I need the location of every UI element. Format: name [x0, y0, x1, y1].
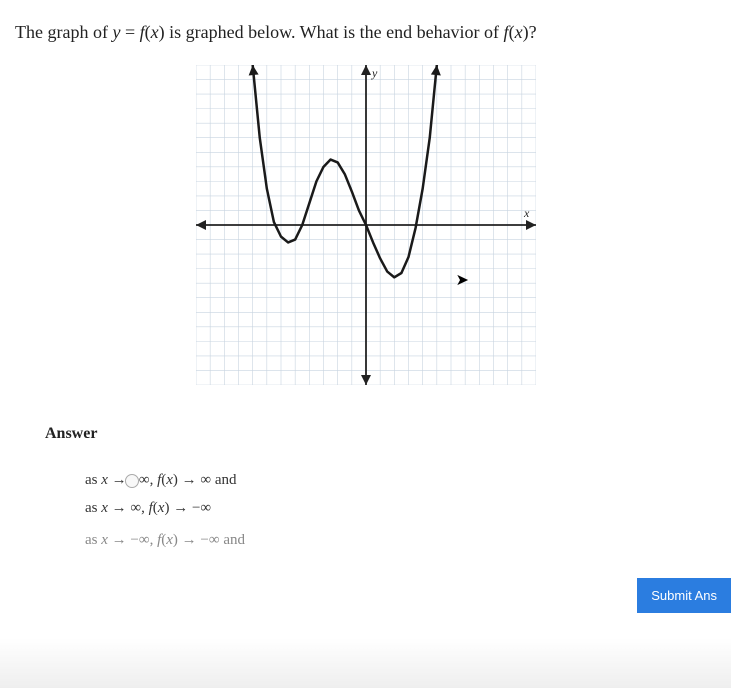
question-area: The graph of y = f(x) is graphed below. … [0, 0, 731, 688]
question-equation: y [112, 22, 120, 42]
svg-text:x: x [523, 206, 530, 220]
graph-svg: yx [196, 65, 536, 385]
question-suffix: ? [529, 22, 537, 42]
submit-button[interactable]: Submit Ans [637, 578, 731, 613]
question-func: f [504, 22, 509, 42]
graph-box: yx ➤ [196, 65, 536, 385]
answer-label: Answer [45, 425, 716, 443]
svg-text:y: y [371, 66, 378, 80]
answer-options: as x → −∞, f(x) → ∞ and as x → ∞, f(x) →… [85, 468, 716, 552]
question-prefix: The graph of [15, 22, 112, 42]
graph-container: yx ➤ [15, 65, 716, 385]
question-middle: is graphed below. What is the end behavi… [165, 22, 504, 42]
question-text: The graph of y = f(x) is graphed below. … [15, 20, 716, 45]
cursor-icon: ➤ [456, 270, 469, 290]
answer-option-2-line1[interactable]: as x → −∞, f(x) → −∞ and [85, 528, 716, 552]
answer-option-1-line1[interactable]: as x → −∞, f(x) → ∞ and [85, 468, 716, 492]
answer-option-1-line2[interactable]: as x → ∞, f(x) → −∞ [85, 496, 716, 520]
